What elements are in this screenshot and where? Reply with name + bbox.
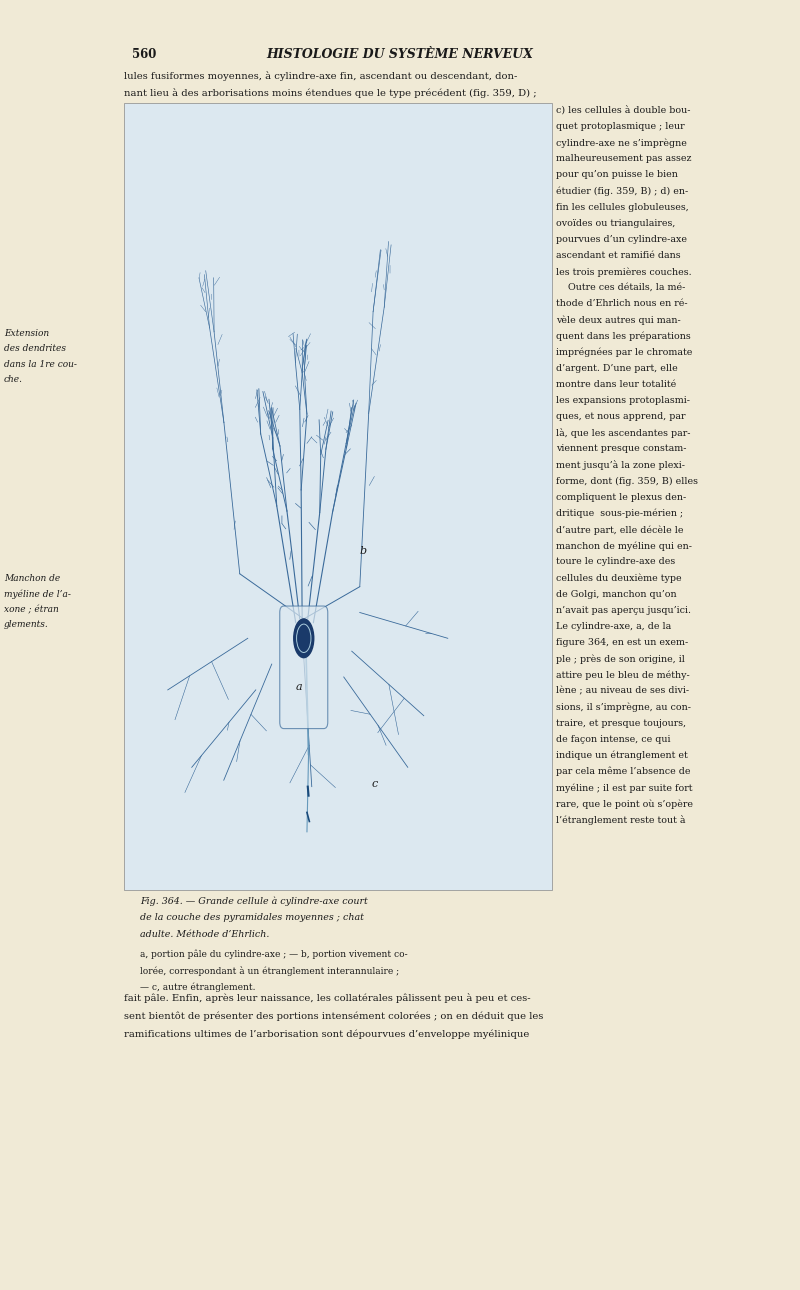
Text: des dendrites: des dendrites [4, 344, 66, 353]
Ellipse shape [294, 619, 314, 658]
Text: ment jusqu’à la zone plexi-: ment jusqu’à la zone plexi- [556, 461, 685, 471]
Text: thode d’Ehrlich nous en ré-: thode d’Ehrlich nous en ré- [556, 299, 688, 308]
FancyBboxPatch shape [124, 103, 552, 890]
Text: Manchon de: Manchon de [4, 574, 60, 583]
Text: myéline de l’a-: myéline de l’a- [4, 590, 71, 599]
Text: rare, que le point où s’opère: rare, que le point où s’opère [556, 799, 693, 809]
Text: figure 364, en est un exem-: figure 364, en est un exem- [556, 637, 688, 646]
Text: compliquent le plexus den-: compliquent le plexus den- [556, 493, 686, 502]
Text: che.: che. [4, 375, 23, 384]
Text: sent bientôt de présenter des portions intensément colorées ; on en déduit que l: sent bientôt de présenter des portions i… [124, 1011, 543, 1020]
Text: a: a [296, 682, 302, 691]
Text: cylindre-axe ne s’imprègne: cylindre-axe ne s’imprègne [556, 138, 687, 147]
Text: c: c [372, 779, 378, 788]
Text: montre dans leur totalité: montre dans leur totalité [556, 379, 676, 388]
Text: ovoïdes ou triangulaires,: ovoïdes ou triangulaires, [556, 218, 675, 227]
Text: les trois premières couches.: les trois premières couches. [556, 267, 692, 276]
Text: Le cylindre-axe, a, de la: Le cylindre-axe, a, de la [556, 622, 671, 631]
Text: 560: 560 [132, 48, 156, 61]
Text: ramifications ultimes de l’arborisation sont dépourvues d’enveloppe myélinique: ramifications ultimes de l’arborisation … [124, 1029, 530, 1038]
Text: Fig. 364. — Grande cellule à cylindre-axe court: Fig. 364. — Grande cellule à cylindre-ax… [140, 897, 368, 906]
Text: lorée, correspondant à un étranglement interannulaire ;: lorée, correspondant à un étranglement i… [140, 966, 399, 977]
Text: d’autre part, elle décèle le: d’autre part, elle décèle le [556, 525, 683, 534]
Text: quent dans les préparations: quent dans les préparations [556, 332, 690, 341]
Text: adulte. Méthode d’Ehrlich.: adulte. Méthode d’Ehrlich. [140, 930, 270, 939]
Text: Extension: Extension [4, 329, 49, 338]
Text: de la couche des pyramidales moyennes ; chat: de la couche des pyramidales moyennes ; … [140, 913, 364, 922]
Text: malheureusement pas assez: malheureusement pas assez [556, 154, 691, 163]
Text: lules fusiformes moyennes, à cylindre-axe fin, ascendant ou descendant, don-: lules fusiformes moyennes, à cylindre-ax… [124, 71, 518, 81]
Text: par cela même l’absence de: par cela même l’absence de [556, 766, 690, 777]
Text: dritique  sous-pie-mérien ;: dritique sous-pie-mérien ; [556, 508, 683, 519]
Text: manchon de myéline qui en-: manchon de myéline qui en- [556, 542, 692, 551]
Text: Outre ces détails, la mé-: Outre ces détails, la mé- [556, 284, 686, 292]
Text: vèle deux autres qui man-: vèle deux autres qui man- [556, 315, 681, 325]
Text: a, portion pâle du cylindre-axe ; — b, portion vivement co-: a, portion pâle du cylindre-axe ; — b, p… [140, 949, 408, 958]
Text: b: b [360, 547, 367, 556]
Text: pourvues d’un cylindre-axe: pourvues d’un cylindre-axe [556, 235, 687, 244]
Text: traire, et presque toujours,: traire, et presque toujours, [556, 719, 686, 728]
FancyBboxPatch shape [280, 606, 328, 729]
Text: ple ; près de son origine, il: ple ; près de son origine, il [556, 654, 685, 663]
Text: les expansions protoplasmi-: les expansions protoplasmi- [556, 396, 690, 405]
Text: de Golgi, manchon qu’on: de Golgi, manchon qu’on [556, 590, 677, 599]
Text: nant lieu à des arborisations moins étendues que le type précédent (fig. 359, D): nant lieu à des arborisations moins éten… [124, 88, 537, 98]
Text: de façon intense, ce qui: de façon intense, ce qui [556, 735, 670, 743]
Text: là, que les ascendantes par-: là, que les ascendantes par- [556, 428, 690, 439]
Text: HISTOLOGIE DU SYSTÈME NERVEUX: HISTOLOGIE DU SYSTÈME NERVEUX [266, 48, 534, 61]
Text: sions, il s’imprègne, au con-: sions, il s’imprègne, au con- [556, 702, 691, 712]
Text: viennent presque constam-: viennent presque constam- [556, 444, 686, 453]
Text: étudier (fig. 359, B) ; d) en-: étudier (fig. 359, B) ; d) en- [556, 186, 688, 196]
Text: ques, et nous apprend, par: ques, et nous apprend, par [556, 413, 686, 421]
Text: attire peu le bleu de méthy-: attire peu le bleu de méthy- [556, 671, 690, 680]
Text: indique un étranglement et: indique un étranglement et [556, 751, 688, 760]
Text: lène ; au niveau de ses divi-: lène ; au niveau de ses divi- [556, 686, 689, 695]
Text: imprégnées par le chromate: imprégnées par le chromate [556, 347, 692, 357]
Text: pour qu’on puisse le bien: pour qu’on puisse le bien [556, 170, 678, 179]
Text: forme, dont (fig. 359, B) elles: forme, dont (fig. 359, B) elles [556, 476, 698, 486]
Text: dans la 1re cou-: dans la 1re cou- [4, 360, 77, 369]
Text: ascendant et ramifié dans: ascendant et ramifié dans [556, 250, 681, 259]
Text: xone ; étran: xone ; étran [4, 605, 58, 614]
Text: n’avait pas aperçu jusqu’ici.: n’avait pas aperçu jusqu’ici. [556, 606, 691, 614]
Text: toure le cylindre-axe des: toure le cylindre-axe des [556, 557, 675, 566]
Text: l’étranglement reste tout à: l’étranglement reste tout à [556, 815, 686, 826]
Text: fin les cellules globuleuses,: fin les cellules globuleuses, [556, 203, 689, 212]
Text: cellules du deuxième type: cellules du deuxième type [556, 573, 682, 583]
Text: c) les cellules à double bou-: c) les cellules à double bou- [556, 106, 690, 115]
Text: quet protoplasmique ; leur: quet protoplasmique ; leur [556, 123, 685, 130]
Text: fait pâle. Enfin, après leur naissance, les collatérales pâlissent peu à peu et : fait pâle. Enfin, après leur naissance, … [124, 993, 530, 1004]
Text: myéline ; il est par suite fort: myéline ; il est par suite fort [556, 783, 693, 792]
Text: d’argent. D’une part, elle: d’argent. D’une part, elle [556, 364, 678, 373]
Text: — c, autre étranglement.: — c, autre étranglement. [140, 983, 255, 992]
Text: glements.: glements. [4, 620, 49, 630]
